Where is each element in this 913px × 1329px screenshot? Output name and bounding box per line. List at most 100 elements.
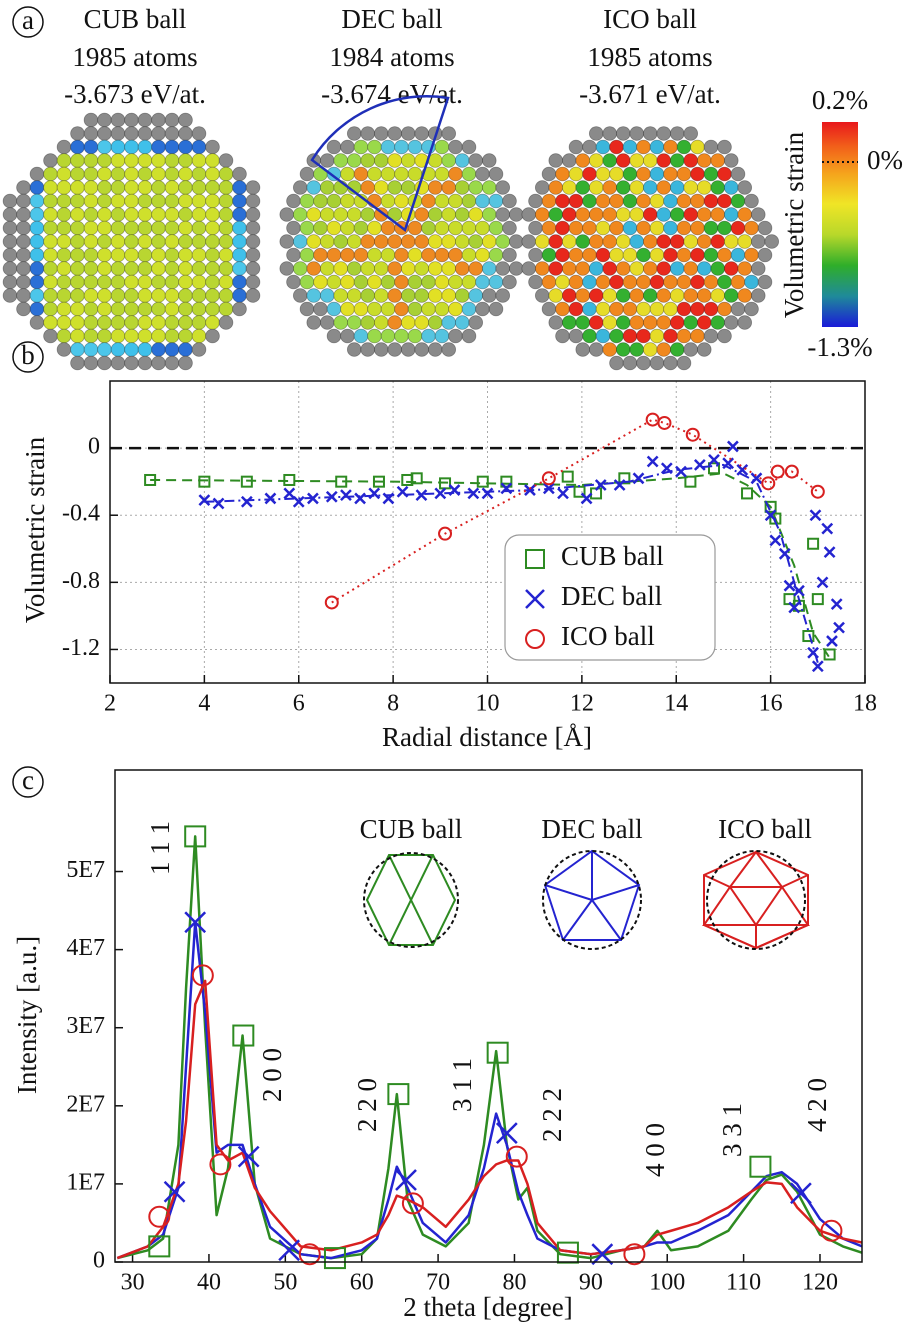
atom [205,193,220,209]
atom [232,288,247,303]
x-tick-label: 120 [802,1270,838,1296]
marker-x [340,489,352,501]
atom [703,247,719,263]
marker-x [395,1169,417,1191]
atom [218,193,234,209]
atom [16,274,31,290]
atom [656,342,672,357]
atom [346,207,362,222]
atom [723,315,739,330]
atom [16,180,31,195]
legend-box [504,534,716,661]
atom [232,261,247,276]
atom [690,139,705,155]
atom [636,139,651,155]
atom [110,153,126,168]
atom [676,193,692,209]
marker-square [823,648,836,661]
atom [588,153,604,168]
marker-x [660,462,673,475]
atom [615,126,631,141]
atom [502,193,517,209]
atom [636,328,651,344]
atom [656,180,672,195]
atom [43,234,58,249]
marker-circle [810,484,825,499]
atom [178,112,193,128]
atom [164,166,180,182]
atom [642,315,658,330]
y-tick-label: 0 [88,434,100,460]
atom [333,315,349,330]
marker-x [613,479,626,491]
atom [292,180,308,195]
atom [191,220,207,236]
atom [373,288,389,303]
atom [696,261,712,276]
atom [353,166,369,182]
x-tick-label: 8 [387,691,399,717]
atom [717,139,732,155]
atom [124,328,139,344]
atom [346,342,362,357]
atom [710,288,726,303]
marker-circle [657,415,672,430]
colorbar-middle: 0% [867,145,903,175]
atom [151,112,166,128]
atom [595,274,611,290]
atom [588,288,604,303]
atom [676,220,692,236]
atom [394,166,409,182]
atom [461,166,477,182]
atom [669,315,685,330]
atom [400,315,416,330]
atom [178,166,193,182]
atom [245,220,261,236]
atom [97,139,112,155]
atom [676,301,692,317]
atom [663,274,678,290]
atom [642,342,658,357]
atom [488,247,504,263]
atom [326,193,342,209]
marker-x [736,464,749,476]
atom [582,193,597,209]
atom [588,180,604,195]
atom [407,247,423,263]
atom [427,288,443,303]
inset-circle [706,850,806,950]
panel-a: a CUB ball 1985 atoms -3.673 eV/at. DEC … [2,4,903,371]
atom [43,328,58,344]
atom [326,328,342,344]
inset-circle [363,852,459,948]
atom [568,166,584,182]
atom [568,301,584,317]
atom [245,274,261,290]
atom [683,342,699,357]
atom [669,207,685,222]
atom [137,153,153,168]
atom [205,207,220,222]
atom [696,234,712,249]
atom [83,207,99,222]
atom [441,288,457,303]
colorbar-bottom: -1.3% [807,332,872,362]
atom [164,274,180,290]
atom [555,193,570,209]
atom [568,139,584,155]
marker-circle [298,1243,321,1266]
atom [16,207,31,222]
marker-square [684,475,697,488]
atom [83,234,99,249]
atom [360,126,376,141]
atom [676,355,692,371]
atom [380,247,396,263]
marker-x [448,484,461,496]
atom [414,288,430,303]
atom [609,328,624,344]
atom [191,126,207,141]
atom [421,328,436,344]
atom [508,261,524,276]
atom [83,274,99,290]
atom [232,166,247,182]
